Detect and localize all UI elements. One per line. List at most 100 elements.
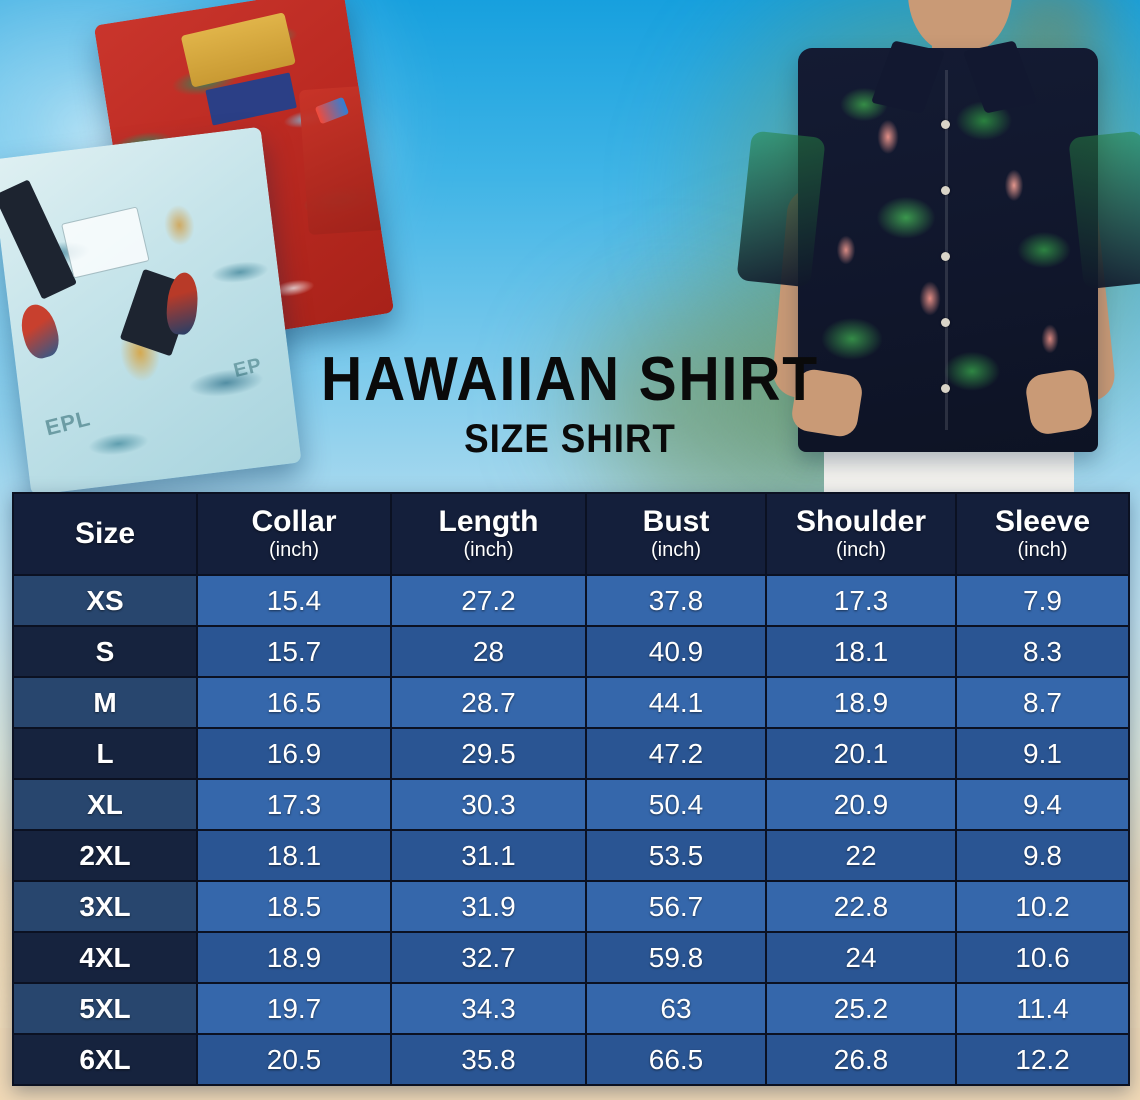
measurement-cell-shoulder: 22 — [765, 829, 957, 882]
column-header-unit: (inch) — [463, 539, 514, 561]
column-header-label: Bust — [642, 505, 710, 538]
size-label-cell: S — [12, 625, 198, 678]
measurement-cell-shoulder: 25.2 — [765, 982, 957, 1035]
measurement-cell-sleeve: 9.8 — [955, 829, 1130, 882]
column-header-unit: (inch) — [268, 539, 319, 561]
shirt-button — [941, 318, 950, 327]
blue-shirt-pocket — [61, 205, 151, 279]
measurement-cell-sleeve: 8.7 — [955, 676, 1130, 729]
table-row: 6XL 20.5 35.8 66.5 26.8 12.2 — [12, 1033, 1130, 1086]
measurement-cell-collar: 18.1 — [196, 829, 392, 882]
table-body: XS 15.4 27.2 37.8 17.3 7.9 S 15.7 28 40.9 18.1 8.3 M… — [12, 574, 1130, 1086]
table-row: M 16.5 28.7 44.1 18.9 8.7 — [12, 676, 1130, 729]
table-header: Size Collar (inch) Length (inch) Bust (inch) Sh… — [12, 492, 1130, 576]
size-chart-table: Size Collar (inch) Length (inch) Bust (inch) Sh… — [12, 492, 1130, 1086]
measurement-cell-bust: 40.9 — [585, 625, 767, 678]
measurement-cell-sleeve: 9.4 — [955, 778, 1130, 831]
column-header-length: Length (inch) — [390, 492, 587, 576]
measurement-cell-bust: 37.8 — [585, 574, 767, 627]
column-header-label: Sleeve — [994, 505, 1091, 538]
measurement-cell-shoulder: 24 — [765, 931, 957, 984]
size-label-cell: XL — [12, 778, 198, 831]
column-header-label: Length — [438, 505, 539, 538]
size-label-cell: 2XL — [12, 829, 198, 882]
column-header-unit: (inch) — [650, 539, 701, 561]
column-header-unit: (inch) — [835, 539, 886, 561]
shirt-placket — [945, 70, 948, 430]
column-header-unit: (inch) — [1017, 539, 1068, 561]
measurement-cell-bust: 63 — [585, 982, 767, 1035]
measurement-cell-bust: 50.4 — [585, 778, 767, 831]
table-row: 3XL 18.5 31.9 56.7 22.8 10.2 — [12, 880, 1130, 933]
measurement-cell-length: 31.9 — [390, 880, 587, 933]
size-label-cell: 5XL — [12, 982, 198, 1035]
measurement-cell-length: 31.1 — [390, 829, 587, 882]
size-label-cell: 6XL — [12, 1033, 198, 1086]
shirt-button — [941, 384, 950, 393]
measurement-cell-collar: 18.9 — [196, 931, 392, 984]
measurement-cell-bust: 59.8 — [585, 931, 767, 984]
title-block: HAWAIIAN SHIRT SIZE SHIRT — [0, 348, 1140, 462]
page-subtitle: SIZE SHIRT — [464, 417, 676, 461]
measurement-cell-bust: 47.2 — [585, 727, 767, 780]
measurement-cell-shoulder: 18.9 — [765, 676, 957, 729]
measurement-cell-length: 28 — [390, 625, 587, 678]
measurement-cell-collar: 16.5 — [196, 676, 392, 729]
measurement-cell-collar: 17.3 — [196, 778, 392, 831]
measurement-cell-shoulder: 17.3 — [765, 574, 957, 627]
column-header-label: Size — [74, 517, 136, 550]
shirt-button — [941, 120, 950, 129]
measurement-cell-bust: 53.5 — [585, 829, 767, 882]
measurement-cell-bust: 56.7 — [585, 880, 767, 933]
measurement-cell-collar: 20.5 — [196, 1033, 392, 1086]
measurement-cell-sleeve: 8.3 — [955, 625, 1130, 678]
measurement-cell-sleeve: 10.6 — [955, 931, 1130, 984]
measurement-cell-sleeve: 7.9 — [955, 574, 1130, 627]
shirt-collar-right — [963, 40, 1037, 114]
table-row: XS 15.4 27.2 37.8 17.3 7.9 — [12, 574, 1130, 627]
shirt-button — [941, 252, 950, 261]
measurement-cell-shoulder: 20.9 — [765, 778, 957, 831]
page-title: HAWAIIAN SHIRT — [321, 345, 819, 414]
size-label-cell: 3XL — [12, 880, 198, 933]
shirt-collar-left — [871, 40, 945, 114]
column-header-label: Collar — [251, 505, 337, 538]
measurement-cell-shoulder: 22.8 — [765, 880, 957, 933]
column-header-sleeve: Sleeve (inch) — [955, 492, 1130, 576]
measurement-cell-collar: 15.4 — [196, 574, 392, 627]
measurement-cell-sleeve: 9.1 — [955, 727, 1130, 780]
measurement-cell-length: 35.8 — [390, 1033, 587, 1086]
table-row: S 15.7 28 40.9 18.1 8.3 — [12, 625, 1130, 678]
shirt-button — [941, 186, 950, 195]
measurement-cell-bust: 66.5 — [585, 1033, 767, 1086]
model-figure — [720, 0, 1140, 492]
measurement-cell-collar: 19.7 — [196, 982, 392, 1035]
table-header-row: Size Collar (inch) Length (inch) Bust (inch) Sh… — [12, 492, 1130, 576]
measurement-cell-length: 30.3 — [390, 778, 587, 831]
table-row: L 16.9 29.5 47.2 20.1 9.1 — [12, 727, 1130, 780]
shirt-sleeve-left — [736, 130, 826, 288]
measurement-cell-bust: 44.1 — [585, 676, 767, 729]
column-header-label: Shoulder — [795, 505, 926, 538]
table-row: 4XL 18.9 32.7 59.8 24 10.6 — [12, 931, 1130, 984]
measurement-cell-shoulder: 26.8 — [765, 1033, 957, 1086]
measurement-cell-collar: 18.5 — [196, 880, 392, 933]
measurement-cell-length: 28.7 — [390, 676, 587, 729]
size-label-cell: L — [12, 727, 198, 780]
measurement-cell-shoulder: 20.1 — [765, 727, 957, 780]
measurement-cell-sleeve: 10.2 — [955, 880, 1130, 933]
model-photo — [720, 0, 1140, 492]
measurement-cell-length: 34.3 — [390, 982, 587, 1035]
measurement-cell-collar: 16.9 — [196, 727, 392, 780]
size-label-cell: XS — [12, 574, 198, 627]
column-header-collar: Collar (inch) — [196, 492, 392, 576]
column-header-size: Size — [12, 492, 198, 576]
table-row: 2XL 18.1 31.1 53.5 22 9.8 — [12, 829, 1130, 882]
table-row: XL 17.3 30.3 50.4 20.9 9.4 — [12, 778, 1130, 831]
measurement-cell-length: 29.5 — [390, 727, 587, 780]
column-header-shoulder: Shoulder (inch) — [765, 492, 957, 576]
measurement-cell-sleeve: 11.4 — [955, 982, 1130, 1035]
size-label-cell: 4XL — [12, 931, 198, 984]
column-header-bust: Bust (inch) — [585, 492, 767, 576]
